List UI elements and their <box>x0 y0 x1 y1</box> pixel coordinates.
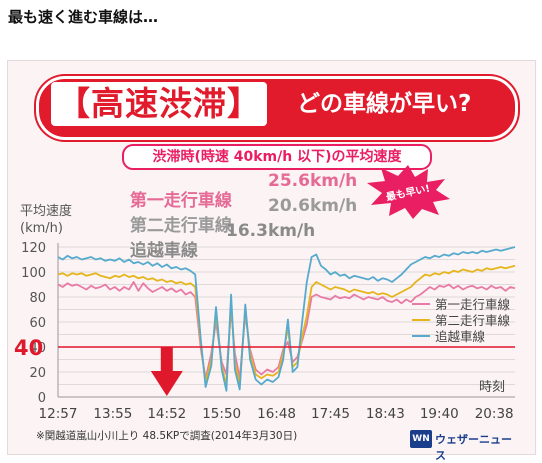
x-tick-label: 14:52 <box>147 406 186 422</box>
fastest-badge: 最も早い! <box>367 165 450 219</box>
footnote: ※関越道嵐山小川上り 48.5KPで調査(2014年3月30日) <box>36 430 298 442</box>
page-heading: 最も速く進む車線は… <box>8 8 159 26</box>
stat-lane1: 第一走行車線 25.6km/h <box>118 171 357 231</box>
weathernews-logo: WN ウェザーニュース <box>410 430 518 462</box>
stat-lane3-value: 16.3km/h <box>226 221 316 241</box>
y-tick-label: 100 <box>21 266 46 281</box>
y-axis-label: 平均速度 <box>20 203 72 219</box>
legend-label-2: 第二走行車線 <box>435 313 511 328</box>
stat-lane2-name: 第二走行車線 <box>129 216 232 236</box>
threshold-label: 40 <box>14 336 43 360</box>
stat-lane2-value: 20.6km/h <box>268 196 358 216</box>
legend-label-1: 第一走行車線 <box>435 297 511 312</box>
x-tick-label: 12:57 <box>39 406 78 422</box>
y-tick-label: 80 <box>29 291 46 306</box>
logo-mark: WN <box>410 430 432 448</box>
starburst-icon <box>367 165 450 219</box>
x-tick-label: 15:50 <box>202 406 241 422</box>
y-tick-label: 20 <box>29 366 46 381</box>
stat-lane1-value: 25.6km/h <box>268 171 358 191</box>
stat-lane2: 第二走行車線 20.6km/h <box>118 196 357 256</box>
y-axis-label-unit: (km/h) <box>20 221 63 236</box>
x-tick-label: 20:38 <box>475 406 514 422</box>
x-axis-label: 時刻 <box>479 380 505 395</box>
x-tick-label: 19:40 <box>420 406 459 422</box>
banner-subtitle: どの車線が早い? <box>297 91 472 117</box>
condition-label: 渋滞時(時速 40km/h 以下)の平均速度 <box>122 144 432 170</box>
y-tick-label: 120 <box>21 241 46 256</box>
logo-text: ウェザーニュース <box>435 433 512 462</box>
stat-lane3: 追越車線 16.3km/h <box>118 221 315 281</box>
title-banner: 【高速渋滞】 どの車線が早い? <box>36 76 518 140</box>
x-tick-label: 17:45 <box>311 406 350 422</box>
y-tick-label: 0 <box>38 391 46 406</box>
stat-lane3-name: 追越車線 <box>129 241 198 261</box>
x-tick-label: 13:55 <box>93 406 132 422</box>
banner-main-title: 【高速渋滞】 <box>51 82 267 126</box>
arrow-stem <box>160 347 173 371</box>
x-tick-label: 18:43 <box>366 406 405 422</box>
series-line-3 <box>57 246 516 392</box>
legend-label-3: 追越車線 <box>435 329 486 344</box>
stat-lane1-name: 第一走行車線 <box>129 191 232 211</box>
down-arrow-icon <box>150 371 183 396</box>
x-tick-label: 16:48 <box>257 406 296 422</box>
y-tick-label: 40 <box>29 341 46 356</box>
y-tick-label: 60 <box>29 316 46 331</box>
